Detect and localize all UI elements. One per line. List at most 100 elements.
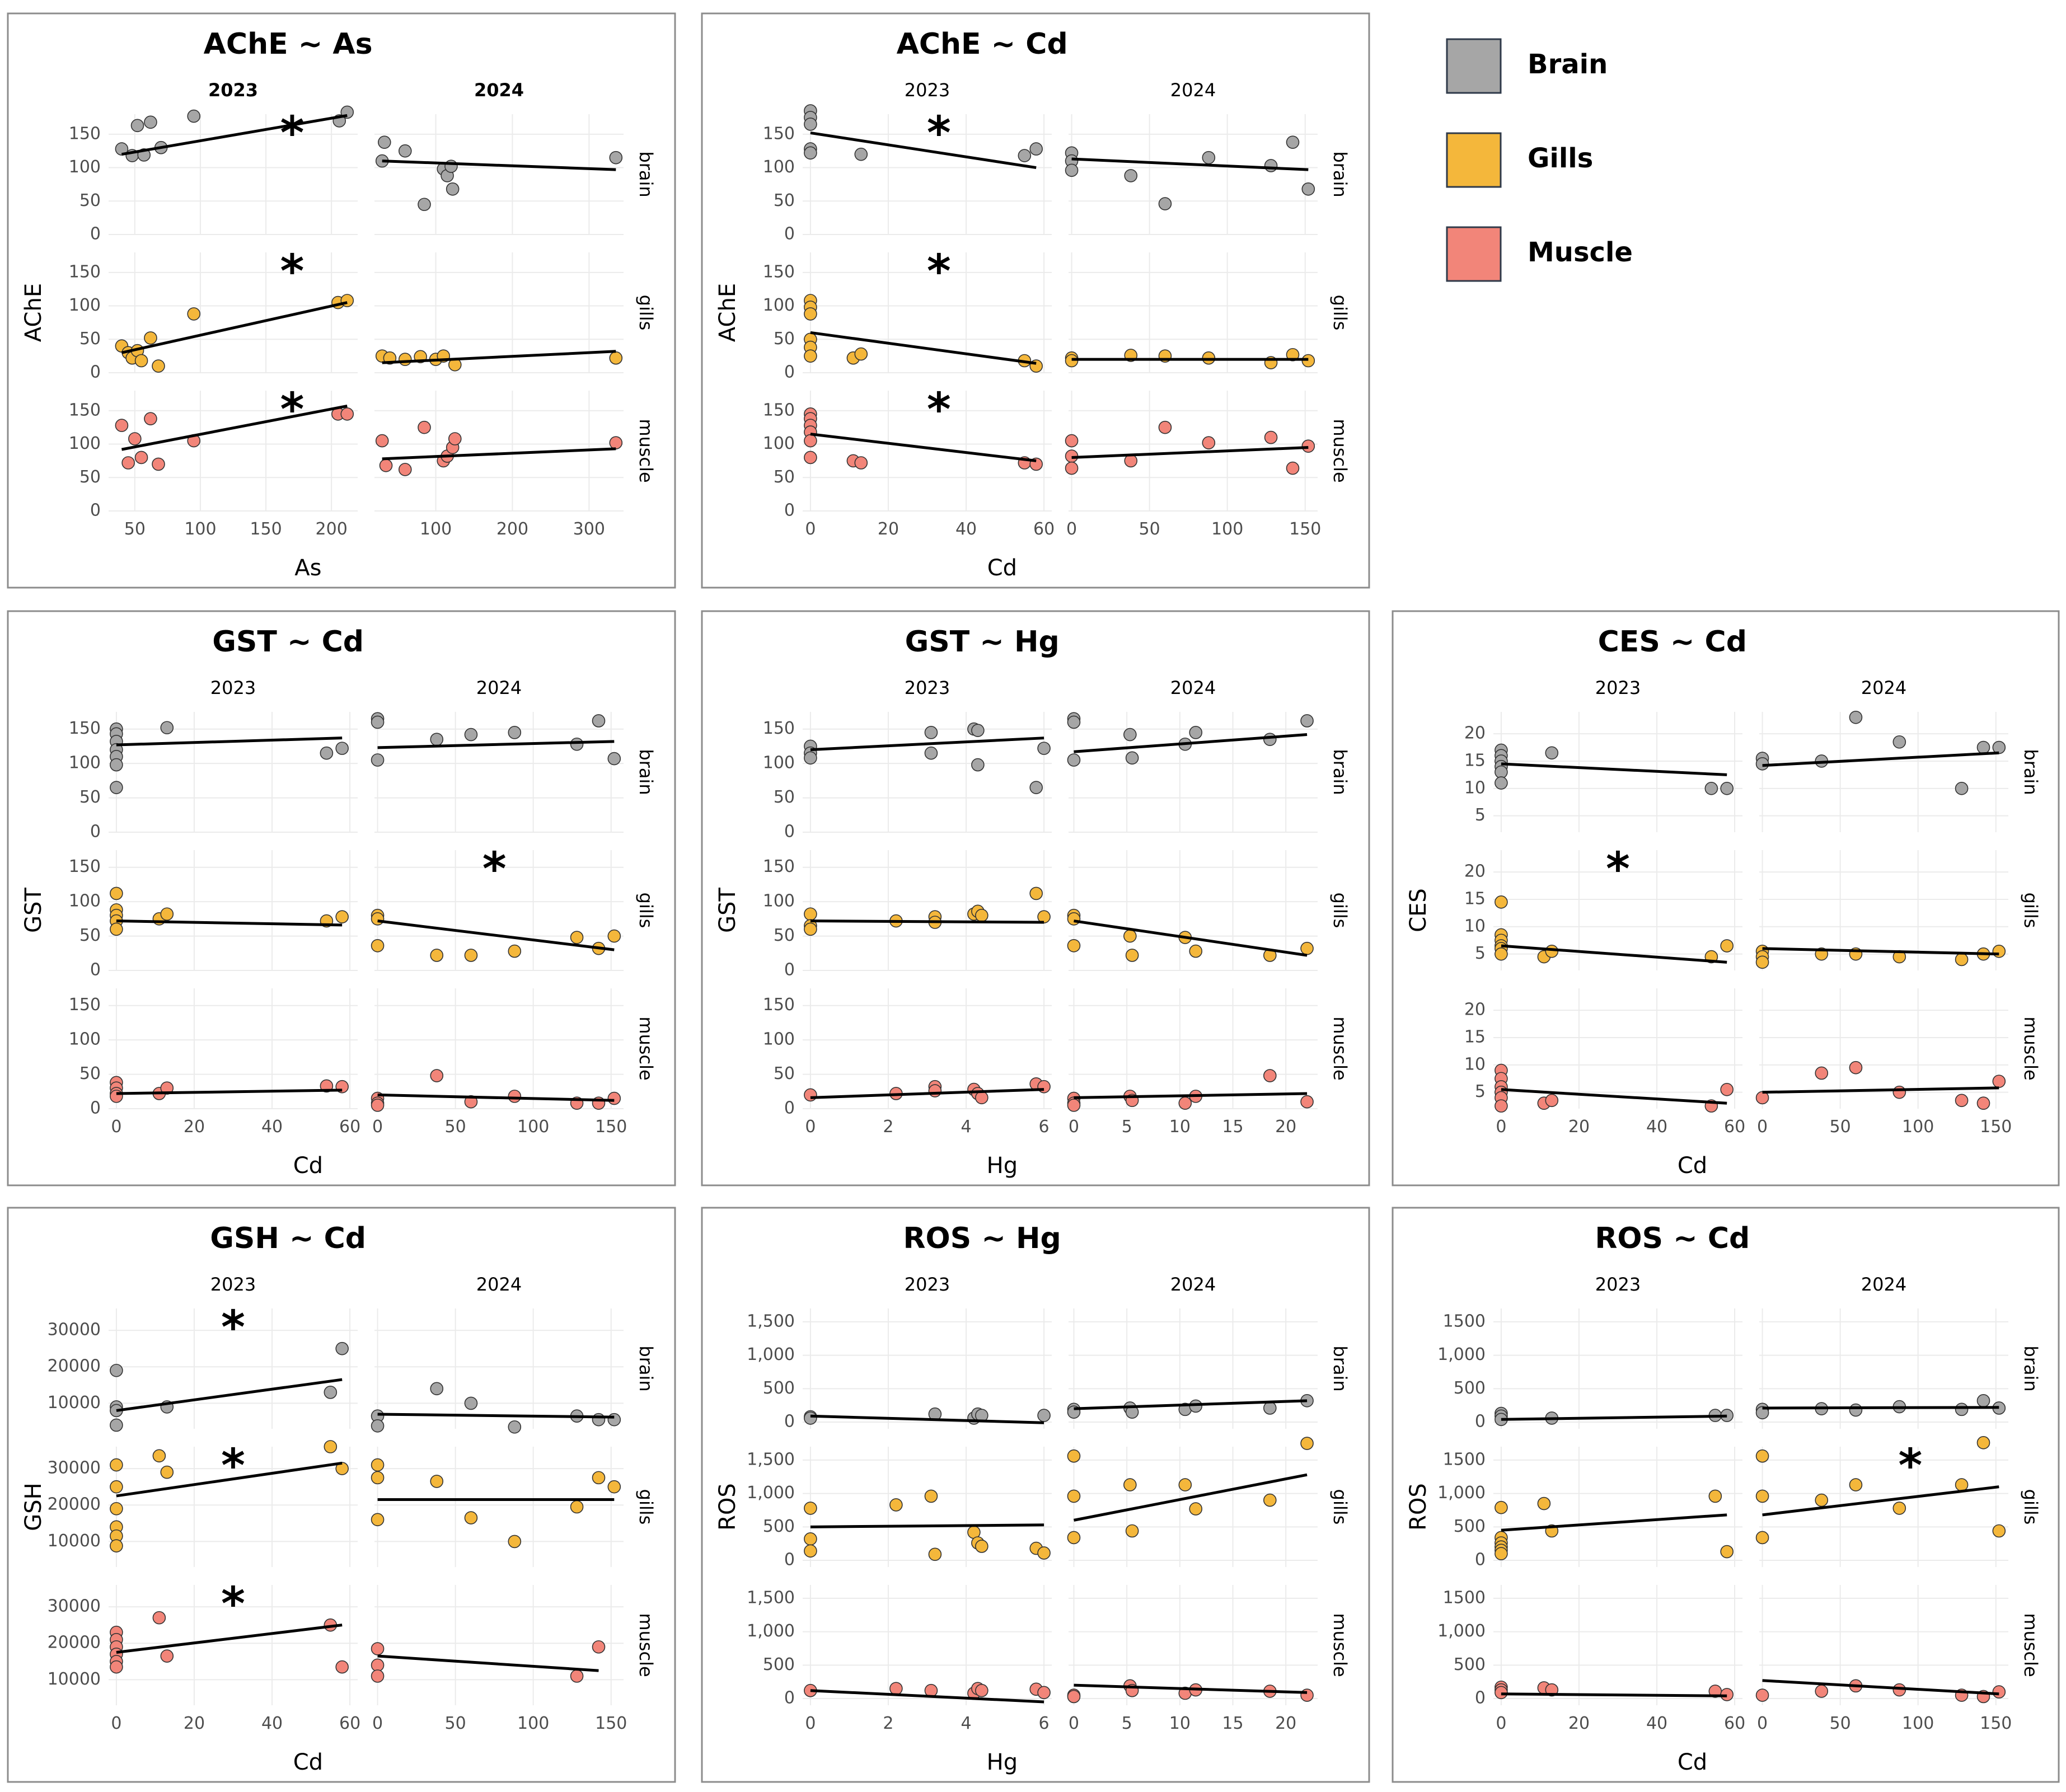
- panel-brain-2024: [1067, 1308, 1318, 1429]
- panel-brain-2023: 5 10 15 20: [1464, 712, 1742, 832]
- data-point-gills: [804, 1532, 817, 1546]
- chart-title: AChE ~ Cd: [897, 27, 1068, 61]
- y-axis-label: GST: [715, 888, 741, 933]
- data-point-muscle: [607, 1091, 621, 1105]
- data-point-muscle: [928, 1084, 942, 1097]
- y-axis-label: ROS: [715, 1483, 741, 1531]
- data-point-brain: [1123, 728, 1137, 742]
- data-point-gills: [1815, 1493, 1829, 1507]
- data-point-gills: [928, 1547, 942, 1561]
- data-point-gills: [324, 1440, 338, 1453]
- x-tick-label: 10: [1169, 1714, 1191, 1733]
- panel-brain-2024: [1067, 712, 1318, 833]
- data-point-muscle: [1495, 1099, 1508, 1113]
- y-axis-label: GSH: [21, 1483, 46, 1531]
- y-tick-label: 100: [69, 157, 101, 177]
- y-tick-label: 150: [69, 262, 101, 282]
- chart-3: GST ~ Cd 2023 2024 brain gills muscle GST Cd 0 50…: [7, 610, 676, 1186]
- x-tick-label: 100: [1211, 519, 1243, 539]
- data-point-brain: [371, 1419, 385, 1433]
- y-tick-label: 50: [79, 467, 101, 487]
- panel-muscle-2023: 0 500 1,000 1500 0 20 40 60: [1437, 1585, 1745, 1733]
- data-point-muscle: [464, 1095, 478, 1109]
- data-point-muscle: [1065, 461, 1079, 475]
- panel-muscle-2023: 0 50 100 150 0 20 40 60: [69, 988, 360, 1137]
- y-tick-label: 0: [1475, 1550, 1486, 1570]
- legend-swatch-brain: [1446, 38, 1502, 94]
- data-point-muscle: [398, 463, 412, 476]
- y-tick-label: 1,000: [1437, 1483, 1486, 1503]
- data-point-gills: [1537, 1497, 1551, 1510]
- data-point-gills: [371, 1513, 385, 1527]
- x-tick-label: 0: [1069, 1714, 1079, 1733]
- data-point-muscle: [1286, 461, 1300, 475]
- data-point-brain: [115, 142, 129, 156]
- y-tick-label: 30000: [48, 1458, 101, 1478]
- panel-gills-2024: [1067, 850, 1318, 971]
- y-tick-label: 100: [763, 295, 795, 315]
- data-point-muscle: [1976, 1096, 1990, 1110]
- panel-muscle-2024: 0 50 100 150: [371, 1585, 627, 1733]
- panel-gills-2024: *: [1755, 1436, 2008, 1567]
- y-tick-label: 150: [763, 262, 795, 282]
- data-point-gills: [1300, 941, 1314, 955]
- data-point-brain: [607, 1413, 621, 1427]
- facet-row-label: brain: [1329, 1345, 1351, 1391]
- data-point-muscle: [121, 456, 135, 470]
- facet-col-label: 2023: [1595, 677, 1641, 698]
- facet-row-label: muscle: [2020, 1016, 2041, 1080]
- facet-col-label: 2024: [476, 1274, 522, 1295]
- regression-line: [377, 740, 615, 749]
- regression-line: [1501, 1414, 1727, 1421]
- y-tick-label: 100: [763, 434, 795, 453]
- x-tick-label: 150: [1289, 519, 1321, 539]
- facet-row-label: muscle: [635, 1016, 657, 1080]
- significance-star: *: [221, 1301, 245, 1354]
- y-tick-label: 0: [90, 224, 101, 244]
- x-tick-label: 100: [1902, 1117, 1934, 1137]
- data-point-gills: [110, 886, 123, 900]
- panel-gills-2024: *: [371, 843, 624, 971]
- y-tick-label: 1500: [1443, 1449, 1486, 1469]
- y-tick-label: 150: [763, 719, 795, 738]
- legend-swatch-muscle: [1446, 226, 1502, 282]
- y-tick-label: 500: [763, 1378, 795, 1398]
- y-tick-label: 20: [1464, 862, 1486, 881]
- facet-col-label: 2023: [1595, 1274, 1641, 1295]
- panel-muscle-2023: 0 50 100 150 0 20 40 60 *: [763, 383, 1055, 539]
- regression-line: [1074, 733, 1308, 753]
- y-tick-label: 100: [763, 753, 795, 773]
- data-point-brain: [1720, 782, 1734, 795]
- panel-gills-2023: 0 50 100 150 *: [69, 245, 358, 382]
- data-point-brain: [924, 746, 938, 760]
- x-tick-label: 50: [124, 519, 146, 539]
- data-point-brain: [1955, 1402, 1969, 1416]
- data-point-gills: [335, 1462, 349, 1475]
- y-tick-label: 0: [90, 501, 101, 520]
- y-tick-label: 0: [784, 501, 795, 520]
- panel-gills-2024: [1065, 252, 1318, 373]
- facet-col-label: 2024: [1170, 79, 1216, 101]
- x-tick-label: 40: [955, 519, 977, 539]
- y-tick-label: 50: [774, 1064, 795, 1083]
- data-point-muscle: [508, 1090, 522, 1103]
- data-point-brain: [804, 146, 817, 160]
- y-tick-label: 0: [784, 822, 795, 842]
- regression-line: [1762, 1679, 1999, 1696]
- panel-muscle-2024: 100 200 300: [374, 391, 624, 539]
- data-point-brain: [1125, 751, 1139, 765]
- data-point-gills: [1708, 1489, 1722, 1503]
- y-tick-label: 500: [763, 1517, 795, 1536]
- data-point-gills: [508, 944, 522, 958]
- data-point-muscle: [804, 451, 817, 465]
- significance-star: *: [1898, 1439, 1922, 1493]
- data-point-gills: [110, 1502, 123, 1516]
- y-tick-label: 150: [69, 857, 101, 876]
- x-tick-label: 40: [261, 1117, 283, 1137]
- facet-col-label: 2023: [210, 1274, 256, 1295]
- panel-brain-2024: [1755, 1308, 2008, 1429]
- y-tick-label: 50: [774, 787, 795, 807]
- x-tick-label: 0: [372, 1117, 383, 1137]
- regression-line: [1074, 920, 1308, 957]
